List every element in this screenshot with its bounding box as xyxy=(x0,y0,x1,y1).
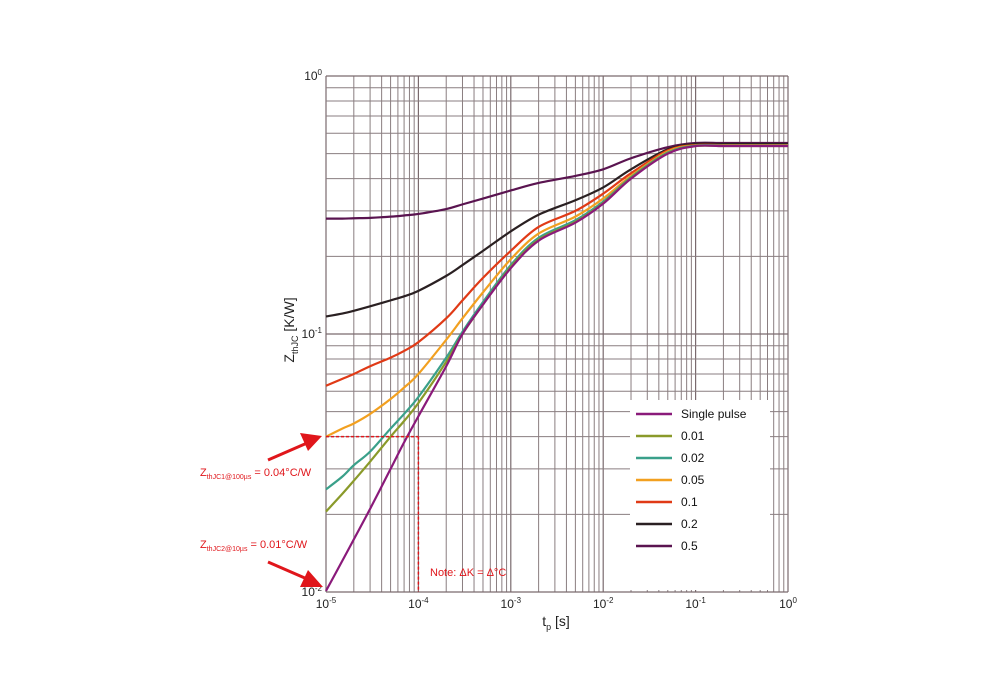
legend: Single pulse 0.01 0.02 0.05 0.1 0.2 0.5 xyxy=(630,400,770,590)
x-axis-label-sub: p xyxy=(546,622,551,632)
z1-label-main: Z xyxy=(200,467,207,479)
legend-label: 0.1 xyxy=(681,495,698,509)
y-tick-label: 100 xyxy=(304,68,322,83)
z1-label-rest: = 0.04°C/W xyxy=(251,467,311,479)
note-label: Note: ΔK = Δ°C xyxy=(430,567,506,579)
x-axis-label-main: t xyxy=(542,613,546,629)
y-tick-labels: 10-2 10-1 100 xyxy=(302,68,323,599)
z2-arrow-head xyxy=(300,570,323,587)
x-tick-label: 10-1 xyxy=(685,596,706,611)
legend-box xyxy=(630,400,770,590)
z2-label-rest: = 0.01°C/W xyxy=(247,539,307,551)
x-axis-label: tp [s] xyxy=(542,613,570,632)
z2-label-main: Z xyxy=(200,539,207,551)
legend-item: Single pulse xyxy=(636,407,747,421)
legend-item: 0.1 xyxy=(636,495,698,509)
z1-label: ZthJC1@100µs = 0.04°C/W xyxy=(200,467,312,481)
y-axis-label-main: Z xyxy=(281,354,297,363)
x-tick-label: 10-4 xyxy=(408,596,429,611)
legend-item: 0.05 xyxy=(636,473,705,487)
series-layer xyxy=(325,141,788,592)
legend-label: 0.2 xyxy=(681,517,698,531)
z2-label-sub: thJC2@10µs xyxy=(207,546,248,553)
legend-item: 0.2 xyxy=(636,517,698,531)
z1-arrow-head xyxy=(300,433,322,451)
y-axis-label-unit: [K/W] xyxy=(281,297,297,335)
z1-label-sub: thJC1@100µs xyxy=(207,474,252,481)
y-tick-label: 10-2 xyxy=(302,584,323,599)
annotations: ZthJC1@100µs = 0.04°C/W ZthJC2@10µs = 0.… xyxy=(200,433,506,592)
y-axis-label: ZthJC [K/W] xyxy=(281,297,300,362)
x-tick-label: 10-2 xyxy=(593,596,614,611)
legend-label: 0.5 xyxy=(681,539,698,553)
z2-label: ZthJC2@10µs = 0.01°C/W xyxy=(200,539,308,553)
series-line xyxy=(325,143,788,387)
legend-label: 0.02 xyxy=(681,451,705,465)
y-axis-label-sub: thJC xyxy=(290,335,300,354)
y-tick-label: 10-1 xyxy=(302,326,323,341)
legend-label: Single pulse xyxy=(681,407,747,421)
series-line xyxy=(325,143,788,438)
x-tick-label: 10-5 xyxy=(316,596,337,611)
x-tick-label: 10-3 xyxy=(501,596,522,611)
legend-item: 0.02 xyxy=(636,451,705,465)
legend-item: 0.01 xyxy=(636,429,705,443)
series-line xyxy=(325,144,788,592)
legend-label: 0.01 xyxy=(681,429,705,443)
legend-label: 0.05 xyxy=(681,473,705,487)
x-tick-label: 100 xyxy=(779,596,797,611)
x-tick-labels: 10-5 10-4 10-3 10-2 10-1 100 xyxy=(316,596,798,611)
x-axis-label-unit: [s] xyxy=(551,613,570,629)
legend-item: 0.5 xyxy=(636,539,698,553)
